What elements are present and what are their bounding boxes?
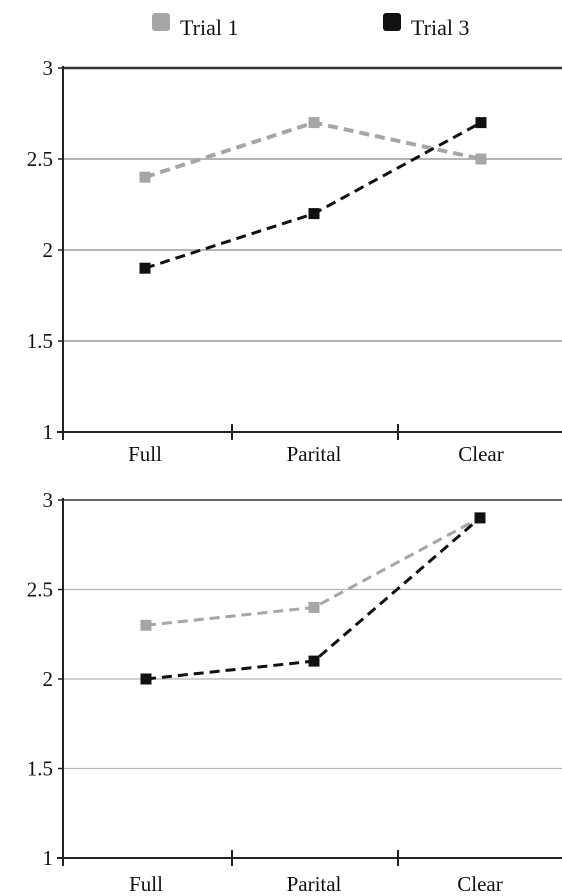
legend: Trial 1 Trial 3 (152, 13, 469, 40)
data-point (308, 655, 320, 667)
y-tick-label: 2 (43, 238, 54, 262)
y-tick-label: 1 (43, 846, 54, 870)
y-tick-label: 2.5 (27, 147, 53, 171)
x-tick-label: Parital (287, 872, 342, 896)
x-tick-label: Full (129, 872, 163, 896)
data-point (475, 117, 487, 129)
data-point (308, 117, 320, 129)
y-tick-label: 2 (43, 667, 54, 691)
y-tick-label: 1.5 (27, 329, 53, 353)
chart-bottom: 1 1.5 2 2.5 3 Full Parital Clear (27, 488, 562, 896)
data-point (140, 673, 152, 685)
y-tick-label: 3 (43, 488, 54, 512)
data-point (140, 619, 152, 631)
chart-top: 1 1.5 2 2.5 3 Full Parital Clear (27, 56, 562, 466)
legend-swatch-2 (383, 13, 401, 31)
series-line-trial-3 (144, 121, 482, 270)
x-tick-label: Clear (458, 442, 503, 466)
data-point (308, 208, 320, 220)
y-tick-label: 3 (43, 56, 54, 80)
legend-label-1: Trial 1 (180, 15, 238, 40)
legend-swatch-1 (152, 13, 170, 31)
data-point (475, 153, 487, 165)
legend-label-2: Trial 3 (411, 15, 469, 40)
data-point (474, 512, 486, 524)
x-tick-label: Full (128, 442, 162, 466)
y-tick-label: 2.5 (27, 578, 53, 602)
data-point (308, 601, 320, 613)
data-point (139, 171, 151, 183)
series-line-trial-3 (145, 516, 481, 681)
x-tick-label: Clear (457, 872, 502, 896)
data-point (139, 262, 151, 274)
x-tick-label: Parital (287, 442, 342, 466)
y-tick-label: 1.5 (27, 757, 53, 781)
y-tick-label: 1 (43, 420, 54, 444)
